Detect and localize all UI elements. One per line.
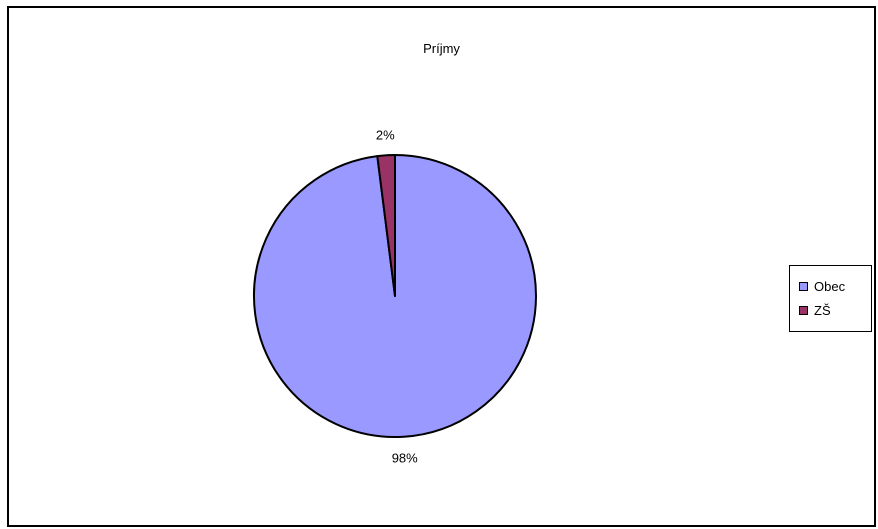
legend-swatch-obec <box>799 281 808 291</box>
data-label-obec: 98% <box>392 451 418 466</box>
legend-swatch-zs <box>799 305 808 315</box>
pie-slice-zs <box>376 154 396 297</box>
legend: Obec ZŠ <box>789 265 872 332</box>
legend-item-obec: Obec <box>790 274 871 298</box>
legend-item-zs: ZŠ <box>790 298 871 322</box>
chart-title: Príjmy <box>423 41 460 56</box>
legend-label-zs: ZŠ <box>814 302 831 318</box>
data-label-zs: 2% <box>376 127 395 142</box>
legend-label-obec: Obec <box>814 278 846 294</box>
